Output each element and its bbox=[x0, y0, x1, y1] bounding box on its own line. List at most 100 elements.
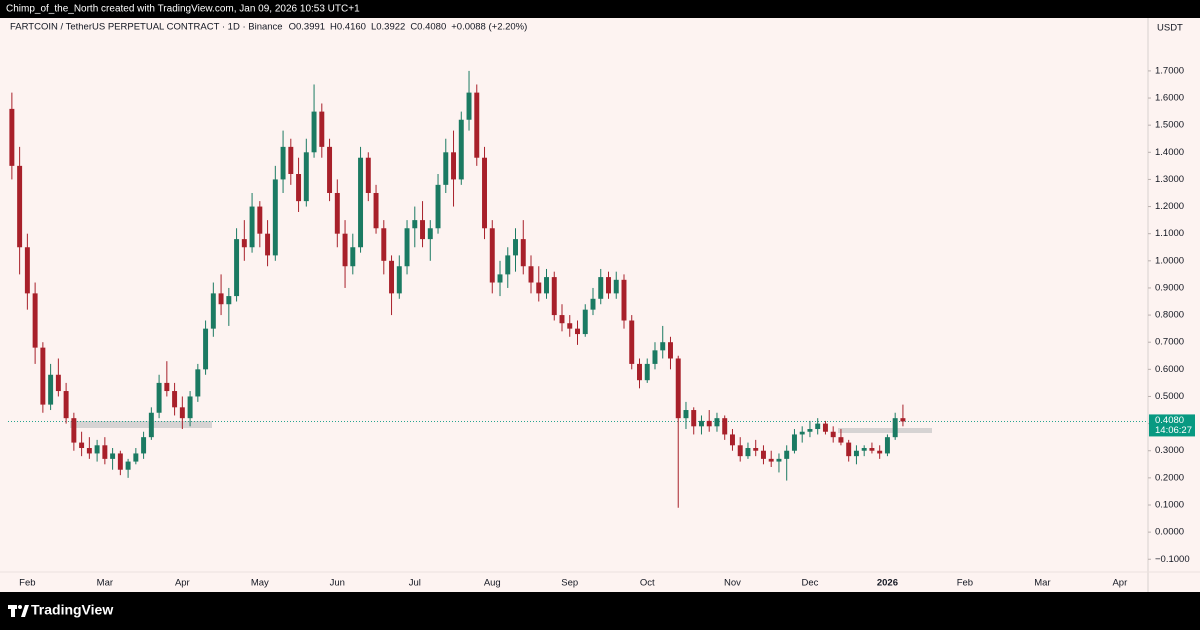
candle-body bbox=[846, 442, 852, 457]
logo bbox=[8, 605, 29, 617]
candle-body bbox=[729, 434, 735, 446]
x-tick-label: Apr bbox=[175, 578, 190, 589]
legend-value: L0.3922 bbox=[371, 22, 405, 33]
candle-body bbox=[358, 157, 364, 248]
x-tick-label: Feb bbox=[957, 578, 973, 589]
candle-body bbox=[892, 418, 898, 438]
candle-body bbox=[210, 293, 216, 329]
candle-body bbox=[443, 152, 449, 185]
x-tick-label: Aug bbox=[484, 578, 501, 589]
candle-body bbox=[714, 418, 720, 427]
candle-body bbox=[582, 309, 588, 335]
candle-body bbox=[691, 410, 697, 427]
candle-body bbox=[86, 448, 92, 454]
candle-body bbox=[172, 391, 178, 408]
candle-body bbox=[768, 458, 774, 462]
candle-body bbox=[637, 363, 642, 381]
candle-body bbox=[24, 247, 30, 294]
legend-value: H0.4160 bbox=[330, 22, 366, 33]
y-tick-label: 1.5000 bbox=[1155, 120, 1184, 131]
candle-body bbox=[598, 277, 604, 299]
candle-body bbox=[745, 448, 751, 457]
candle-body bbox=[9, 108, 15, 166]
candle-body bbox=[79, 442, 85, 449]
candle-body bbox=[458, 119, 464, 180]
candle-body bbox=[296, 173, 302, 202]
candle-body bbox=[288, 146, 294, 174]
candle-body bbox=[822, 423, 828, 432]
candle-body bbox=[164, 382, 170, 392]
y-tick-label: 0.3000 bbox=[1155, 445, 1184, 456]
y-tick-label: 1.4000 bbox=[1155, 147, 1184, 158]
candle-body bbox=[71, 418, 77, 443]
candle-body bbox=[156, 382, 162, 413]
x-tick-label: Oct bbox=[640, 578, 655, 589]
x-tick-label: Mar bbox=[1034, 578, 1050, 589]
x-tick-label: Nov bbox=[724, 578, 741, 589]
y-tick-label: 0.8000 bbox=[1155, 310, 1184, 321]
candle-body bbox=[474, 92, 480, 158]
candles bbox=[9, 70, 906, 508]
y-tick-label: 1.0000 bbox=[1155, 255, 1184, 266]
candle-body bbox=[319, 111, 325, 147]
candle-body bbox=[683, 410, 689, 419]
candle-body bbox=[187, 396, 193, 419]
x-tick-label: Dec bbox=[801, 578, 818, 589]
candle-body bbox=[877, 450, 883, 454]
y-tick-label: 0.7000 bbox=[1155, 337, 1184, 348]
candle-body bbox=[489, 228, 495, 283]
legend-value: O0.3991 bbox=[289, 22, 325, 33]
candle-body bbox=[420, 220, 426, 240]
candle-body bbox=[706, 420, 712, 427]
candle-body bbox=[303, 152, 309, 202]
candle-body bbox=[861, 448, 867, 451]
currency: USDT bbox=[1157, 23, 1183, 34]
candle-body bbox=[722, 418, 728, 435]
credit: Chimp_of_the_North created with TradingV… bbox=[6, 4, 360, 15]
candle-body bbox=[869, 448, 875, 451]
y-tick-label: 0.5000 bbox=[1155, 391, 1184, 402]
y-tick-label: 1.1000 bbox=[1155, 228, 1184, 239]
candle-body bbox=[17, 165, 23, 248]
candle-body bbox=[776, 458, 782, 462]
candle-body bbox=[350, 247, 356, 267]
price-tag bbox=[1149, 414, 1195, 437]
candle-body bbox=[179, 407, 185, 419]
candle-body bbox=[373, 192, 379, 229]
y-tick-label: 1.6000 bbox=[1155, 93, 1184, 104]
candle-body bbox=[203, 328, 209, 370]
candle-body bbox=[884, 437, 890, 454]
candle-body bbox=[482, 157, 487, 229]
candle-body bbox=[257, 206, 263, 234]
candle-body bbox=[117, 453, 123, 470]
candle-body bbox=[195, 369, 201, 397]
candle-body bbox=[435, 184, 441, 229]
candle-body bbox=[110, 453, 116, 459]
candle-body bbox=[218, 293, 224, 305]
brand: TradingView bbox=[31, 602, 113, 618]
candle-body bbox=[520, 239, 526, 267]
x-tick-label: Apr bbox=[1112, 578, 1127, 589]
x-tick-label: Feb bbox=[19, 578, 35, 589]
candle-body bbox=[48, 374, 54, 405]
candle-body bbox=[644, 363, 650, 381]
candle-body bbox=[621, 279, 627, 321]
candle-body bbox=[404, 228, 410, 267]
candle-body bbox=[791, 434, 797, 451]
x-tick-label: Jul bbox=[409, 578, 421, 589]
candle-body bbox=[342, 233, 348, 267]
candle-body bbox=[513, 239, 518, 256]
candle-body bbox=[249, 206, 255, 248]
candle-body bbox=[497, 274, 503, 283]
candle-body bbox=[606, 277, 611, 294]
legend-value: +0.0088 (+2.20%) bbox=[451, 22, 527, 33]
plot-background bbox=[0, 18, 1200, 592]
y-tick-label: −0.1000 bbox=[1155, 554, 1190, 565]
candle-body bbox=[590, 298, 596, 310]
legend-symbol: FARTCOIN / TetherUS PERPETUAL CONTRACT ·… bbox=[10, 22, 283, 33]
candle-body bbox=[327, 146, 333, 193]
y-tick-label: 1.2000 bbox=[1155, 201, 1184, 212]
candle-body bbox=[40, 347, 46, 405]
x-tick-label: Sep bbox=[561, 578, 578, 589]
candle-body bbox=[241, 239, 247, 248]
